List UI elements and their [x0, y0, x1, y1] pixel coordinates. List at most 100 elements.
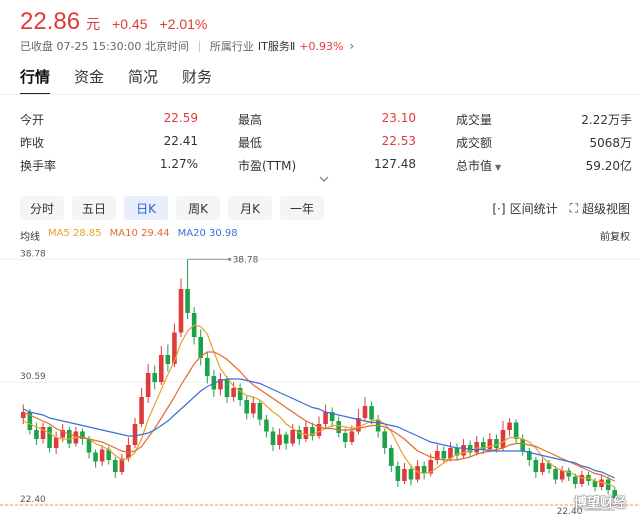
tab-profile[interactable]: 简况 — [128, 68, 159, 86]
candle-body — [500, 430, 506, 448]
candle-body — [250, 403, 256, 414]
period-intraday[interactable]: 分时 — [20, 196, 64, 220]
period-monthly-k[interactable]: 月K — [228, 196, 272, 220]
candle-body — [526, 451, 532, 460]
stats-row: 昨收 22.41 最低 22.53 成交额 5068万 — [20, 131, 632, 154]
period-5day[interactable]: 五日 — [72, 196, 116, 220]
tabs-divider — [0, 94, 640, 95]
candle-body — [356, 418, 361, 432]
period-1year[interactable]: 一年 — [280, 196, 324, 220]
adjust-mode[interactable]: 前复权 — [600, 232, 630, 243]
kline-chart[interactable]: 38.78 30.59 22.40 38.78 22.40 — [0, 244, 640, 523]
mcap-label-text: 总市值 — [456, 159, 493, 173]
tab-finance[interactable]: 财务 — [182, 68, 213, 86]
candle-body — [461, 445, 466, 456]
candle-body — [342, 433, 348, 442]
open-value: 22.59 — [163, 111, 198, 125]
candle-body — [86, 439, 92, 453]
prev-close-label: 昨收 — [20, 136, 45, 150]
candle-body — [487, 439, 493, 450]
candle-body — [165, 355, 171, 364]
range-stats-button[interactable]: [·] 区间统计 — [492, 200, 557, 217]
candle-body — [296, 430, 302, 439]
candle-body — [421, 466, 427, 474]
volume-value: 2.22万手 — [581, 113, 632, 127]
candle-body — [599, 479, 604, 487]
y-axis-label: 30.59 — [20, 372, 46, 382]
candle-body — [494, 439, 499, 448]
period-daily-k[interactable]: 日K — [124, 196, 168, 220]
candle-body — [382, 431, 388, 448]
candle-body — [579, 475, 585, 484]
candle-body — [158, 355, 164, 382]
price-change: +0.45 — [112, 16, 148, 32]
candle-body — [513, 422, 519, 439]
stats-row: 今开 22.59 最高 23.10 成交量 2.22万手 — [20, 108, 632, 131]
candle-body — [264, 419, 269, 432]
mcap-value: 59.20亿 — [585, 159, 632, 173]
turnover-label: 换手率 — [20, 159, 57, 173]
candle-body — [395, 466, 401, 481]
price-change-pct: +2.01% — [159, 16, 208, 32]
candle-body — [218, 379, 223, 390]
candle-body — [257, 403, 263, 420]
candle-body — [172, 332, 177, 364]
candle-body — [388, 448, 394, 466]
expand-chevron-down-icon[interactable] — [318, 174, 332, 188]
low-label: 最低 — [238, 136, 263, 150]
super-view-button[interactable]: ⛶ 超级视图 — [570, 200, 630, 217]
min-price-label: 22.40 — [557, 507, 583, 517]
candle-body — [99, 449, 105, 462]
ma20-legend: MA20 30.98 — [177, 228, 238, 239]
candle-body — [20, 412, 26, 418]
candle-body — [66, 430, 72, 444]
candle-body — [277, 434, 282, 445]
period-selector: 分时 五日 日K 周K 月K 一年 — [20, 196, 332, 220]
prev-close-value: 22.41 — [163, 134, 198, 148]
candle-body — [520, 439, 526, 451]
period-weekly-k[interactable]: 周K — [176, 196, 220, 220]
ma20-line — [23, 378, 615, 479]
candle-body — [336, 421, 342, 433]
candle-body — [612, 490, 618, 499]
super-view-label: 超级视图 — [581, 202, 630, 216]
candle-body — [553, 469, 558, 480]
candle-body — [533, 460, 539, 472]
volume-label: 成交量 — [456, 113, 493, 127]
candle-body — [93, 452, 98, 462]
open-label: 今开 — [20, 113, 45, 127]
candle-body — [467, 445, 473, 453]
candle-body — [448, 448, 453, 459]
candle-body — [362, 406, 368, 418]
candle-body — [47, 427, 52, 448]
tab-quote[interactable]: 行情 — [20, 66, 51, 95]
mcap-label[interactable]: 总市值 ▼ — [456, 157, 501, 174]
candle-body — [224, 379, 230, 397]
candle-body — [408, 469, 414, 480]
ma5-line — [23, 324, 615, 488]
bracket-icon: [·] — [492, 201, 506, 216]
industry-link[interactable]: IT服务Ⅱ +0.93% › — [254, 38, 354, 54]
candle-body — [290, 430, 296, 444]
candle-body — [480, 442, 486, 450]
candle-body — [507, 422, 512, 430]
candle-body — [402, 469, 407, 481]
candle-body — [605, 479, 611, 490]
candle-body — [126, 445, 131, 459]
candle-body — [415, 466, 420, 480]
y-axis-label: 22.40 — [20, 495, 46, 505]
tab-funds[interactable]: 资金 — [74, 68, 105, 86]
candle-body — [204, 358, 210, 376]
quote-stats: 今开 22.59 最高 23.10 成交量 2.22万手 昨收 22.41 最低 22.5… — [20, 108, 632, 177]
market-status: 已收盘 07-25 15:30:00 北京时间 — [20, 40, 189, 53]
candle-body — [270, 431, 276, 445]
candle-body — [592, 481, 598, 487]
low-value: 22.53 — [381, 134, 416, 148]
caret-down-icon: ▼ — [495, 163, 502, 172]
candle-body — [454, 448, 460, 456]
candle-body — [316, 424, 322, 436]
candle-body — [441, 451, 447, 459]
amount-value: 5068万 — [589, 136, 632, 150]
candle-body — [132, 424, 138, 445]
amount-label: 成交额 — [456, 136, 493, 150]
